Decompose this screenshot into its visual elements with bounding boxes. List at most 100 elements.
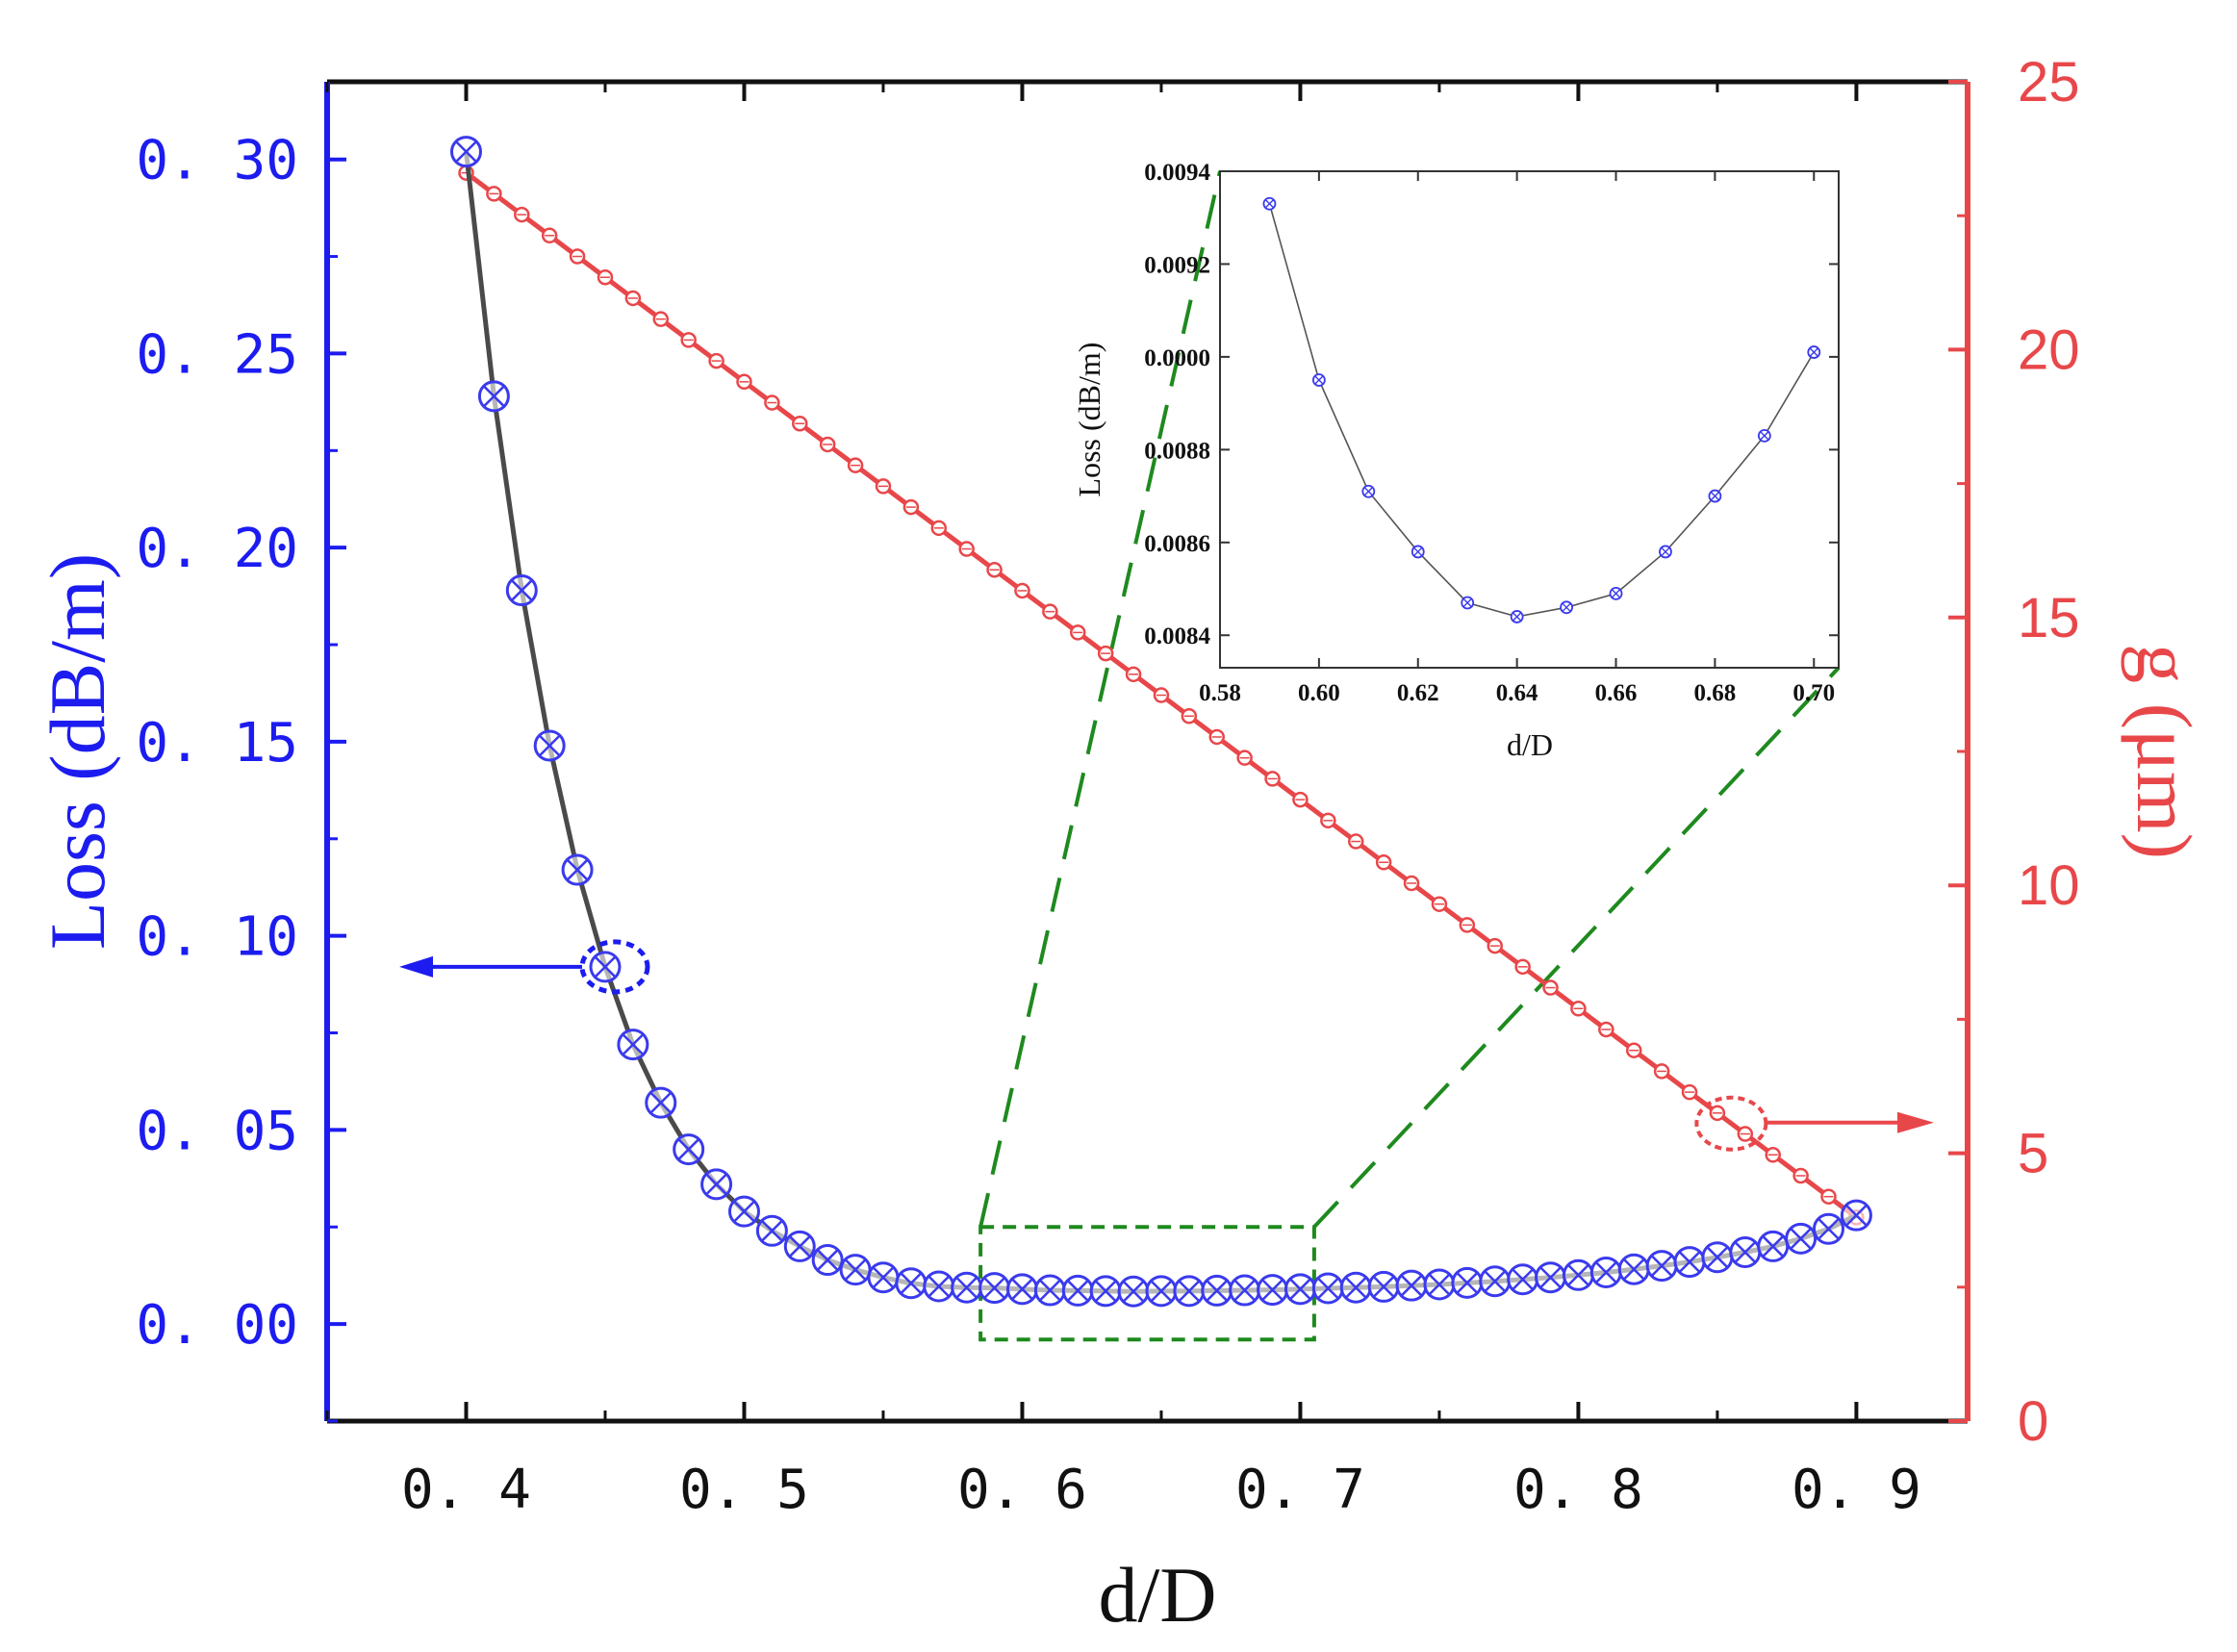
inset-loss-marker-cross xyxy=(1710,492,1719,501)
loss-marker-cross xyxy=(1066,1280,1089,1302)
loss-marker-cross xyxy=(1484,1270,1507,1293)
loss-marker-cross xyxy=(1011,1278,1033,1301)
y-right-tick-label: 20 xyxy=(2018,318,2080,381)
inset-y-tick-label: 0.0000 xyxy=(1144,345,1210,371)
loss-marker-cross xyxy=(760,1219,783,1242)
ticks-layer: 0. 4 0. 5 0. 6 0. 7 0. 8 0. 9 0. 00 0. 05 0. 10 0… xyxy=(136,51,2079,1521)
x-tick-label: 0. 8 xyxy=(1513,1459,1643,1521)
loss-annotation-ellipse xyxy=(579,939,650,995)
inset-loss-marker-cross xyxy=(1562,602,1571,612)
loss-marker-cross xyxy=(844,1258,867,1282)
inset-chart: 0.58 0.60 0.62 0.64 0.66 0.68 0.70 0.0084 0.0086… xyxy=(1072,160,1840,762)
zoom-connector-right xyxy=(1312,666,1841,1229)
inset-y-tick-label: 0.0092 xyxy=(1144,252,1210,278)
loss-marker-cross xyxy=(1456,1271,1479,1294)
inset-x-tick-label: 0.70 xyxy=(1792,680,1835,706)
y-right-tick-label: 5 xyxy=(2018,1123,2048,1185)
loss-marker-cross xyxy=(1650,1255,1673,1277)
loss-marker-cross xyxy=(788,1235,811,1258)
y-left-axis-title: Loss (dB/m) xyxy=(34,553,121,950)
inset-loss-marker-cross xyxy=(1513,612,1522,622)
inset-y-tick-label: 0.0084 xyxy=(1144,623,1210,649)
inset-x-tick-label: 0.64 xyxy=(1496,680,1538,706)
gap-series xyxy=(458,165,1865,1226)
loss-marker-cross xyxy=(510,579,533,601)
loss-marker-cross xyxy=(1539,1266,1562,1289)
inset-y-tick-label: 0.0088 xyxy=(1144,438,1210,464)
loss-marker-cross xyxy=(983,1277,1005,1299)
loss-marker-cross xyxy=(622,1033,645,1056)
loss-marker-cross xyxy=(455,140,477,164)
loss-marker-cross xyxy=(1622,1258,1645,1281)
loss-marker-cross xyxy=(1178,1280,1201,1303)
x-tick-label: 0. 4 xyxy=(401,1459,531,1521)
inset-background xyxy=(1220,171,1839,668)
loss-marker-cross xyxy=(1400,1274,1423,1297)
loss-marker-cross xyxy=(566,858,589,881)
loss-marker-cross xyxy=(1233,1279,1257,1302)
loss-marker-cross xyxy=(1122,1280,1145,1303)
y-left-tick-label: 0. 10 xyxy=(136,906,298,969)
y-left-tick-label: 0. 30 xyxy=(136,130,298,192)
y-left-tick-label: 0. 00 xyxy=(136,1294,298,1357)
loss-marker-cross xyxy=(1818,1217,1840,1240)
y-right-tick-label: 0 xyxy=(2018,1390,2048,1453)
inset-frame xyxy=(1219,170,1840,669)
inset-loss-marker-cross xyxy=(1462,597,1472,607)
y-right-tick-label: 10 xyxy=(2018,854,2080,917)
inset-x-tick-label: 0.58 xyxy=(1199,680,1241,706)
left-arrow-icon xyxy=(399,955,433,978)
loss-marker-cross xyxy=(1706,1246,1729,1269)
loss-marker-cross xyxy=(1567,1263,1589,1286)
zoom-box xyxy=(979,1225,1316,1342)
loss-marker-cross xyxy=(1734,1241,1757,1263)
y-left-tick-label: 0. 15 xyxy=(136,712,298,775)
loss-marker-cross xyxy=(1678,1251,1701,1273)
loss-marker-cross xyxy=(1845,1204,1868,1227)
inset-y-tick-label: 0.0086 xyxy=(1144,531,1210,557)
y-left-tick-label: 0. 20 xyxy=(136,518,298,580)
loss-marker-cross xyxy=(928,1275,951,1298)
loss-marker-cross xyxy=(1206,1280,1229,1302)
x-tick-label: 0. 5 xyxy=(679,1459,809,1521)
x-tick-label: 0. 6 xyxy=(957,1459,1087,1521)
inset-series xyxy=(1262,196,1821,623)
inset-loss-marker-cross xyxy=(1413,546,1423,556)
inset-loss-line xyxy=(1268,203,1815,618)
inset-loss-marker-cross xyxy=(1661,546,1670,556)
loss-marker-cross xyxy=(1316,1277,1339,1300)
loss-marker-cross xyxy=(1372,1276,1395,1298)
inset-x-tick-label: 0.68 xyxy=(1694,680,1737,706)
loss-marker-cross xyxy=(1344,1276,1367,1299)
annotation-layer xyxy=(399,939,1934,1152)
inset-y-tick-label: 0.0094 xyxy=(1144,160,1210,186)
inset-x-axis-title: d/D xyxy=(1507,727,1553,762)
loss-marker-cross xyxy=(649,1091,673,1114)
inset-ticks: 0.58 0.60 0.62 0.64 0.66 0.68 0.70 0.0084 0.0086… xyxy=(1144,160,1839,706)
inset-y-axis-title: Loss (dB/m) xyxy=(1072,343,1106,497)
loss-marker-cross xyxy=(1594,1261,1617,1283)
x-tick-label: 0. 7 xyxy=(1235,1459,1365,1521)
inset-loss-marker-cross xyxy=(1314,375,1324,385)
loss-marker-cross xyxy=(872,1266,895,1289)
x-axis-title: d/D xyxy=(1099,1551,1217,1639)
inset-loss-marker-cross xyxy=(1612,589,1621,598)
inset-loss-marker-cross xyxy=(1760,431,1769,441)
inset-x-tick-label: 0.66 xyxy=(1595,680,1638,706)
loss-marker-cross xyxy=(483,385,505,408)
loss-marker-cross xyxy=(1428,1273,1451,1296)
loss-marker-cross xyxy=(594,955,617,978)
loss-marker-cross xyxy=(900,1272,923,1295)
zoom-connector-left xyxy=(979,170,1222,1228)
loss-marker-cross xyxy=(1038,1279,1061,1302)
loss-marker-cross xyxy=(677,1138,700,1160)
loss-marker-cross xyxy=(1512,1268,1535,1291)
right-arrow-icon xyxy=(1897,1111,1934,1133)
y-right-tick-label: 25 xyxy=(2018,51,2080,114)
loss-marker-cross xyxy=(733,1200,755,1223)
inset-loss-marker-cross xyxy=(1809,347,1818,357)
x-tick-label: 0. 9 xyxy=(1792,1459,1921,1521)
loss-marker-cross xyxy=(1762,1235,1785,1258)
y-right-axis-title: g (μm) xyxy=(2121,644,2208,859)
